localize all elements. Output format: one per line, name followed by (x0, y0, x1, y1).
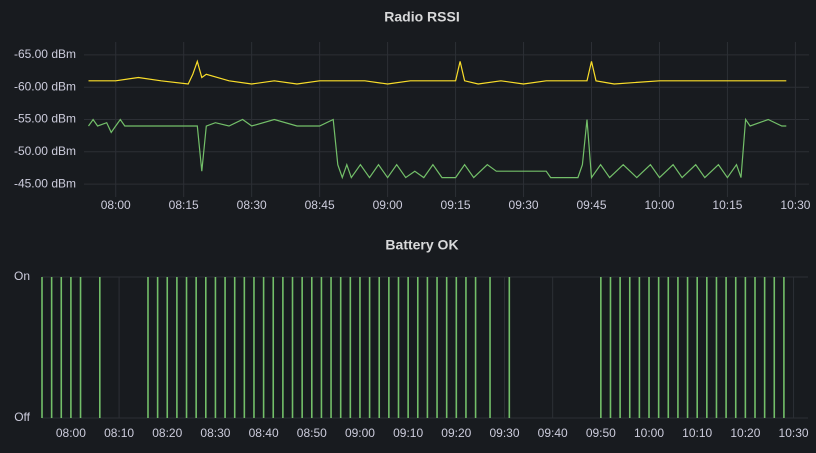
panel-title: Battery OK (385, 237, 458, 253)
y-tick-label: -65.00 dBm (14, 47, 76, 61)
x-tick-label: 10:10 (682, 426, 712, 440)
x-tick-label: 09:00 (345, 426, 375, 440)
x-tick-label: 08:15 (169, 198, 199, 212)
y-tick-label: -60.00 dBm (14, 79, 76, 93)
y-tick-label: On (14, 269, 30, 283)
y-tick-label: -45.00 dBm (14, 176, 76, 190)
x-tick-label: 08:40 (249, 426, 279, 440)
series-line (88, 59, 787, 85)
x-tick-label: 09:45 (576, 198, 606, 212)
x-tick-label: 10:00 (634, 426, 664, 440)
x-tick-label: 10:30 (780, 198, 810, 212)
x-tick-label: 09:40 (538, 426, 568, 440)
x-tick-label: 08:10 (104, 426, 134, 440)
x-tick-label: 08:30 (200, 426, 230, 440)
panel-title: Radio RSSI (384, 9, 459, 25)
x-tick-label: 09:30 (509, 198, 539, 212)
x-tick-label: 08:50 (297, 426, 327, 440)
x-tick-label: 10:15 (712, 198, 742, 212)
x-tick-label: 08:00 (56, 426, 86, 440)
x-tick-label: 08:00 (101, 198, 131, 212)
x-tick-label: 08:30 (237, 198, 267, 212)
x-tick-label: 10:00 (644, 198, 674, 212)
y-tick-label: -55.00 dBm (14, 112, 76, 126)
x-tick-label: 10:30 (779, 426, 809, 440)
y-tick-label: -50.00 dBm (14, 144, 76, 158)
x-tick-label: 09:30 (489, 426, 519, 440)
x-tick-label: 09:10 (393, 426, 423, 440)
x-tick-label: 09:00 (373, 198, 403, 212)
x-tick-label: 08:20 (152, 426, 182, 440)
x-tick-label: 09:15 (441, 198, 471, 212)
x-tick-label: 08:45 (305, 198, 335, 212)
x-tick-label: 09:20 (441, 426, 471, 440)
y-tick-label: Off (14, 410, 30, 424)
x-tick-label: 10:20 (730, 426, 760, 440)
series-line (88, 117, 787, 180)
x-tick-label: 09:50 (586, 426, 616, 440)
